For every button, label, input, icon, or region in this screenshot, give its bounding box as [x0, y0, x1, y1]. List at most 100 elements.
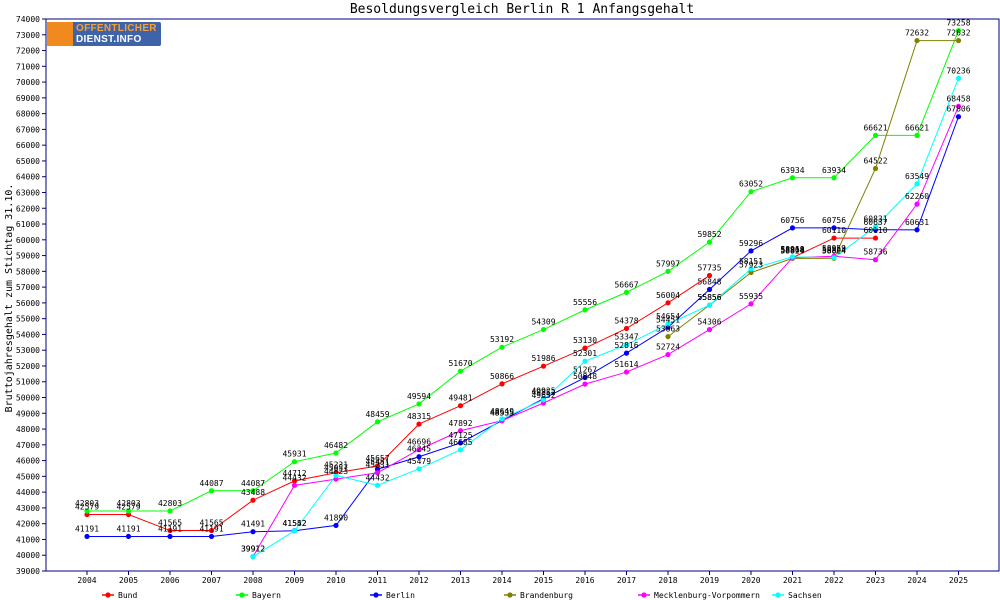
data-point	[291, 478, 298, 484]
y-tick-label: 54000	[16, 330, 40, 339]
data-label: 56004	[656, 291, 680, 300]
data-point	[374, 470, 381, 476]
data-point	[789, 175, 796, 181]
data-point	[416, 447, 422, 453]
data-label: 44087	[199, 479, 223, 488]
data-label: 53863	[656, 325, 680, 334]
data-point	[291, 528, 298, 534]
data-label: 44432	[365, 473, 389, 482]
data-label: 46696	[407, 438, 431, 447]
plot-area-frame	[45, 18, 1000, 572]
data-label: 54378	[614, 316, 638, 325]
legend-entry-label: Mecklenburg-Vorpommern	[654, 591, 760, 600]
data-label: 46685	[448, 438, 472, 447]
data-label: 41491	[241, 520, 265, 529]
data-point	[499, 344, 505, 350]
data-point	[499, 416, 505, 422]
legend-entry-label: Berlin	[386, 591, 415, 600]
data-point	[250, 497, 256, 503]
data-point	[582, 358, 588, 364]
data-point	[84, 508, 90, 514]
data-point	[623, 350, 630, 356]
data-point	[914, 132, 920, 138]
data-point	[416, 401, 422, 407]
data-point	[499, 381, 505, 387]
data-label: 39912	[241, 545, 265, 554]
data-point	[914, 181, 920, 187]
data-label: 58868	[780, 246, 804, 255]
data-label: 47125	[448, 431, 472, 440]
data-label: 58864	[822, 246, 846, 255]
data-label: 42803	[75, 499, 99, 508]
data-point	[955, 114, 962, 120]
data-point	[457, 428, 464, 434]
data-label: 54309	[531, 318, 555, 327]
data-label: 57735	[697, 264, 721, 273]
legend-swatch-marker	[239, 592, 245, 598]
data-point	[208, 533, 215, 540]
data-point	[706, 302, 713, 308]
data-point	[540, 397, 547, 403]
data-label: 58919	[780, 245, 804, 254]
legend-swatch-marker	[641, 592, 647, 598]
data-label: 59296	[739, 239, 763, 248]
y-tick-label: 44000	[16, 488, 40, 497]
data-label: 58736	[863, 248, 887, 257]
data-point	[416, 466, 422, 472]
series-line	[252, 78, 959, 558]
data-label: 41565	[199, 519, 223, 528]
y-tick-label: 41000	[16, 535, 40, 544]
series-line	[252, 106, 959, 557]
x-tick-label: 2005	[119, 576, 138, 585]
data-label: 46245	[407, 445, 431, 454]
x-tick-label: 2010	[326, 576, 345, 585]
data-label: 49594	[407, 392, 431, 401]
data-label: 41890	[324, 513, 348, 522]
data-point	[457, 403, 464, 409]
data-label: 43488	[241, 488, 265, 497]
x-tick-label: 2024	[907, 576, 926, 585]
data-point	[789, 254, 796, 260]
data-label: 51670	[448, 359, 472, 368]
data-label: 63934	[822, 166, 846, 175]
data-label: 68458	[946, 94, 970, 103]
data-label: 55556	[573, 298, 597, 307]
data-label: 42579	[116, 503, 140, 512]
data-label: 58824	[822, 246, 846, 255]
data-point	[250, 554, 256, 560]
data-label: 53192	[490, 335, 514, 344]
y-tick-label: 56000	[16, 299, 40, 308]
data-label: 49925	[531, 387, 555, 396]
data-point	[167, 533, 173, 540]
x-tick-label: 2016	[575, 576, 594, 585]
data-point	[955, 37, 962, 44]
data-point	[291, 459, 298, 465]
data-label: 58864	[780, 246, 804, 255]
data-point	[167, 508, 173, 514]
data-label: 45479	[407, 457, 431, 466]
data-label: 54451	[656, 315, 680, 324]
data-point	[914, 227, 920, 233]
data-point	[831, 235, 837, 241]
x-tick-label: 2012	[409, 576, 428, 585]
data-label: 60756	[822, 216, 846, 225]
data-label: 50866	[490, 372, 514, 381]
x-tick-label: 2020	[741, 576, 760, 585]
data-label: 50848	[573, 372, 597, 381]
data-point	[333, 450, 339, 456]
legend-swatch-marker	[507, 592, 513, 598]
data-point	[831, 175, 837, 181]
y-tick-label: 57000	[16, 283, 40, 292]
data-point	[623, 369, 630, 375]
data-label: 48535	[490, 409, 514, 418]
data-point	[457, 447, 464, 453]
y-tick-label: 74000	[16, 15, 40, 24]
data-point	[457, 368, 464, 374]
data-label: 67806	[946, 105, 970, 114]
legend-entry-label: Brandenburg	[520, 591, 573, 600]
y-tick-label: 65000	[16, 157, 40, 166]
y-tick-label: 53000	[16, 346, 40, 355]
data-point	[125, 533, 132, 540]
y-tick-label: 39000	[16, 567, 40, 576]
data-label: 58824	[780, 246, 804, 255]
